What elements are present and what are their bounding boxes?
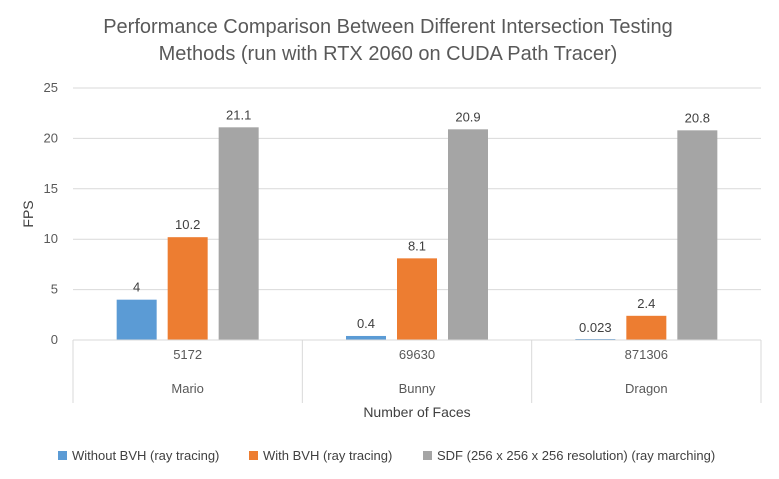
data-label: 20.8	[685, 110, 710, 125]
bar	[677, 130, 718, 340]
legend-swatch	[58, 451, 67, 460]
legend-label: SDF (256 x 256 x 256 resolution) (ray ma…	[437, 448, 715, 463]
y-tick-label: 15	[44, 181, 58, 196]
x-axis-title: Number of Faces	[363, 404, 470, 420]
x-tick-model: Bunny	[399, 381, 436, 396]
bar	[346, 335, 386, 340]
bar	[167, 237, 208, 340]
data-labels: 4 10.2 21.1 0.4 8.1 20.9 0.023 2.4 20.8	[133, 107, 710, 334]
x-tick-faces: 871306	[625, 347, 668, 362]
x-tick-model: Dragon	[625, 381, 668, 396]
y-axis-title: FPS	[20, 200, 36, 227]
y-tick-label: 20	[44, 130, 58, 145]
y-axis-ticks: 0 5 10 15 20 25	[44, 80, 58, 347]
chart-title-line-1: Performance Comparison Between Different…	[103, 16, 673, 38]
y-tick-label: 25	[44, 80, 58, 95]
data-label: 0.4	[357, 316, 375, 331]
y-tick-label: 5	[51, 282, 58, 297]
legend-label: With BVH (ray tracing)	[263, 448, 392, 463]
y-tick-label: 0	[51, 332, 58, 347]
data-label: 0.023	[579, 320, 612, 335]
legend-swatch	[249, 451, 258, 460]
data-label: 20.9	[455, 109, 480, 124]
bar	[448, 129, 488, 340]
y-tick-label: 10	[44, 231, 58, 246]
legend: Without BVH (ray tracing) With BVH (ray t…	[58, 448, 715, 463]
data-label: 2.4	[637, 296, 655, 311]
data-label: 4	[133, 280, 140, 295]
x-tick-faces: 69630	[399, 347, 435, 362]
x-tick-model: Mario	[171, 381, 204, 396]
bar	[116, 299, 157, 340]
legend-swatch	[423, 451, 432, 460]
x-axis: 5172 Mario 69630 Bunny 871306 Dragon	[72, 339, 762, 403]
data-label: 21.1	[226, 107, 251, 122]
bar	[626, 315, 667, 340]
x-tick-faces: 5172	[173, 347, 202, 362]
bars	[116, 127, 718, 340]
data-label: 8.1	[408, 238, 426, 253]
chart-title-line-2: Methods (run with RTX 2060 on CUDA Path …	[159, 43, 618, 65]
data-label: 10.2	[175, 217, 200, 232]
bar	[218, 127, 259, 340]
bar	[397, 258, 437, 340]
legend-label: Without BVH (ray tracing)	[72, 448, 219, 463]
